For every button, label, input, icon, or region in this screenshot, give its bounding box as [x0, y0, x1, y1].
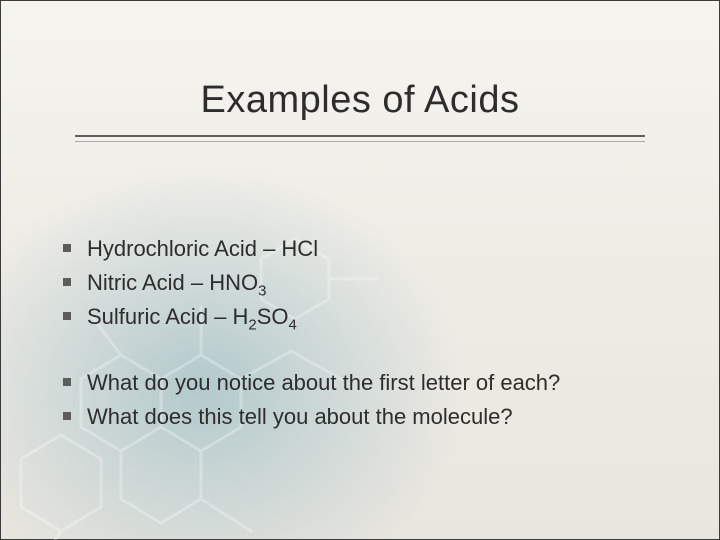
bullet-item: Sulfuric Acid – H2SO4 — [57, 301, 659, 333]
bullet-item: Nitric Acid – HNO3 — [57, 267, 659, 299]
title-area: Examples of Acids — [1, 79, 719, 122]
bullet-text: Hydrochloric Acid – HCl — [87, 236, 318, 261]
slide-title: Examples of Acids — [201, 79, 520, 122]
bullet-text: What do you notice about the first lette… — [87, 370, 560, 395]
bullet-text: Nitric Acid – HNO3 — [87, 270, 266, 295]
bullet-text: What does this tell you about the molecu… — [87, 404, 513, 429]
bullet-group-questions: What do you notice about the first lette… — [57, 367, 659, 433]
title-underline-primary — [75, 135, 645, 137]
bullet-group-acids: Hydrochloric Acid – HCl Nitric Acid – HN… — [57, 233, 659, 333]
title-underline-secondary — [75, 141, 645, 142]
slide-body: Hydrochloric Acid – HCl Nitric Acid – HN… — [57, 233, 659, 434]
slide: Examples of Acids Hydrochloric Acid – HC… — [0, 0, 720, 540]
bullet-item: What do you notice about the first lette… — [57, 367, 659, 399]
bullet-text: Sulfuric Acid – H2SO4 — [87, 304, 297, 329]
bullet-item: What does this tell you about the molecu… — [57, 401, 659, 433]
bullet-item: Hydrochloric Acid – HCl — [57, 233, 659, 265]
